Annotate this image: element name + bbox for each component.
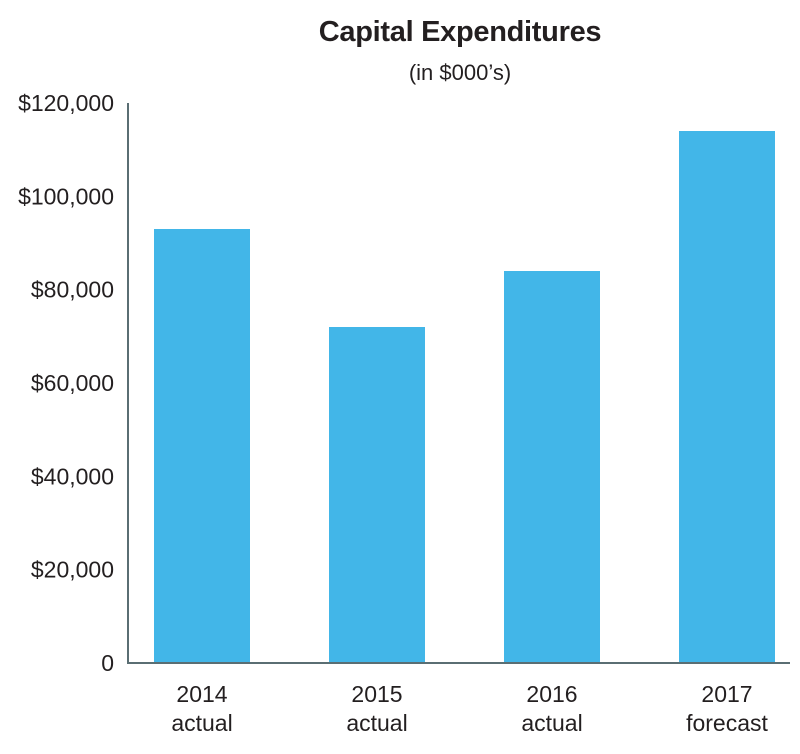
bar-2015 bbox=[329, 327, 425, 663]
bar-2014 bbox=[154, 229, 250, 663]
x-category-note: actual bbox=[171, 710, 232, 736]
y-tick-label: $40,000 bbox=[31, 463, 114, 489]
x-category-note: actual bbox=[346, 710, 407, 736]
x-category-year: 2016 bbox=[526, 681, 577, 707]
y-tick-label: 0 bbox=[101, 650, 114, 676]
x-category-note: forecast bbox=[686, 710, 768, 736]
x-axis-categories: 2014 actual 2015 actual 2016 actual 2017 foreca… bbox=[171, 681, 768, 736]
y-axis-ticks: 0 $20,000 $40,000 $60,000 $80,000 $100,000 $12… bbox=[18, 90, 114, 676]
y-tick-label: $80,000 bbox=[31, 277, 114, 303]
axes bbox=[127, 103, 790, 664]
bar-2016 bbox=[504, 271, 600, 663]
x-category-year: 2015 bbox=[351, 681, 402, 707]
x-category-note: actual bbox=[521, 710, 582, 736]
bar-2017 bbox=[679, 131, 775, 663]
bars bbox=[154, 131, 775, 663]
x-category-year: 2017 bbox=[701, 681, 752, 707]
y-tick-label: $60,000 bbox=[31, 370, 114, 396]
chart-subtitle: (in $000’s) bbox=[408, 60, 512, 85]
y-tick-label: $100,000 bbox=[18, 183, 114, 209]
chart-title: Capital Expenditures bbox=[318, 16, 602, 48]
x-category-year: 2014 bbox=[176, 681, 227, 707]
y-tick-label: $120,000 bbox=[18, 90, 114, 116]
y-tick-label: $20,000 bbox=[31, 557, 114, 583]
